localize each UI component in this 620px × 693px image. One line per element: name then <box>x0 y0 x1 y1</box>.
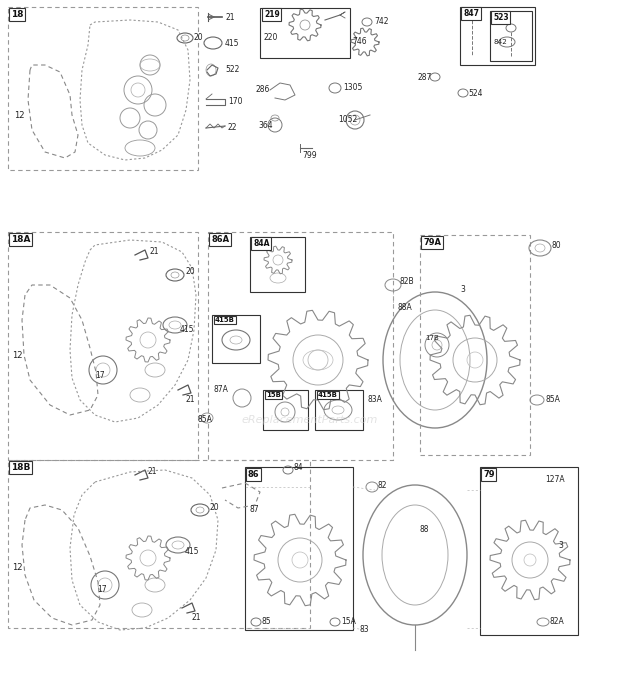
Text: 746: 746 <box>352 37 366 46</box>
Text: 15A: 15A <box>341 617 356 626</box>
Text: 742: 742 <box>374 17 389 26</box>
Text: 84: 84 <box>294 462 304 471</box>
Text: 20: 20 <box>193 33 203 42</box>
Text: 127A: 127A <box>545 475 565 484</box>
Text: 82: 82 <box>378 480 388 489</box>
Text: 12: 12 <box>12 563 22 572</box>
Text: 88: 88 <box>252 475 262 484</box>
Text: 842: 842 <box>493 39 507 45</box>
Text: 17: 17 <box>97 586 107 595</box>
Text: 415B: 415B <box>215 317 235 323</box>
Text: 88: 88 <box>420 525 430 534</box>
Text: 86A: 86A <box>211 235 229 244</box>
Text: 82B: 82B <box>400 277 415 286</box>
Text: 799: 799 <box>302 152 317 161</box>
Bar <box>8 232 198 460</box>
Text: 18A: 18A <box>11 235 30 244</box>
Bar <box>263 390 308 430</box>
Text: 79: 79 <box>483 470 495 479</box>
Text: 12: 12 <box>12 351 22 360</box>
Text: 364: 364 <box>258 121 273 130</box>
Text: 83: 83 <box>360 626 370 635</box>
Text: 17B: 17B <box>425 335 439 341</box>
Text: 522: 522 <box>225 66 239 75</box>
Text: 18B: 18B <box>11 463 30 472</box>
Text: 847: 847 <box>463 9 479 18</box>
Text: 524: 524 <box>468 89 482 98</box>
Text: 85A: 85A <box>545 396 560 405</box>
Text: 21: 21 <box>148 468 157 477</box>
Text: 87A: 87A <box>213 385 228 394</box>
Text: 21: 21 <box>185 396 195 405</box>
Text: 84A: 84A <box>253 239 270 248</box>
Text: 86: 86 <box>248 470 260 479</box>
Text: 21: 21 <box>225 12 234 21</box>
Text: 17: 17 <box>95 371 105 380</box>
Text: 87: 87 <box>250 505 260 514</box>
Text: 80: 80 <box>552 241 562 250</box>
Text: 18: 18 <box>11 10 24 19</box>
Text: 88A: 88A <box>397 304 412 313</box>
Bar <box>420 235 530 455</box>
Bar <box>460 7 535 65</box>
Text: 83A: 83A <box>368 396 383 405</box>
Text: 21: 21 <box>192 613 202 622</box>
Text: 415: 415 <box>185 547 200 556</box>
Text: 1052: 1052 <box>338 116 357 125</box>
Text: 85: 85 <box>262 617 272 626</box>
Bar <box>8 7 198 170</box>
Text: 170: 170 <box>228 98 242 107</box>
Bar <box>315 390 363 430</box>
Text: 79A: 79A <box>423 238 441 247</box>
Bar <box>8 460 310 628</box>
Text: 415: 415 <box>225 39 239 48</box>
Text: 12: 12 <box>14 110 25 119</box>
Text: 220: 220 <box>263 33 277 42</box>
Text: eReplacementParts.com: eReplacementParts.com <box>242 415 378 425</box>
Text: 287: 287 <box>417 73 432 82</box>
Text: 22: 22 <box>228 123 237 132</box>
Text: 1305: 1305 <box>343 83 362 92</box>
Bar <box>208 232 393 460</box>
Bar <box>212 315 260 363</box>
Text: 3: 3 <box>460 286 465 295</box>
Text: 20: 20 <box>210 502 219 511</box>
Bar <box>260 8 350 58</box>
Text: 3: 3 <box>558 541 563 550</box>
Text: 415: 415 <box>180 326 195 335</box>
Text: 85A: 85A <box>198 416 213 425</box>
Text: 82A: 82A <box>550 617 565 626</box>
Text: 286: 286 <box>255 85 269 94</box>
Text: 20: 20 <box>185 267 195 277</box>
Text: 15B: 15B <box>266 392 281 398</box>
Text: 523: 523 <box>493 13 508 22</box>
Bar <box>490 11 532 61</box>
Bar <box>250 237 305 292</box>
Bar <box>480 467 578 635</box>
Text: 21: 21 <box>150 247 159 256</box>
Bar <box>245 467 353 630</box>
Text: 415B: 415B <box>318 392 338 398</box>
Text: 219: 219 <box>264 10 280 19</box>
